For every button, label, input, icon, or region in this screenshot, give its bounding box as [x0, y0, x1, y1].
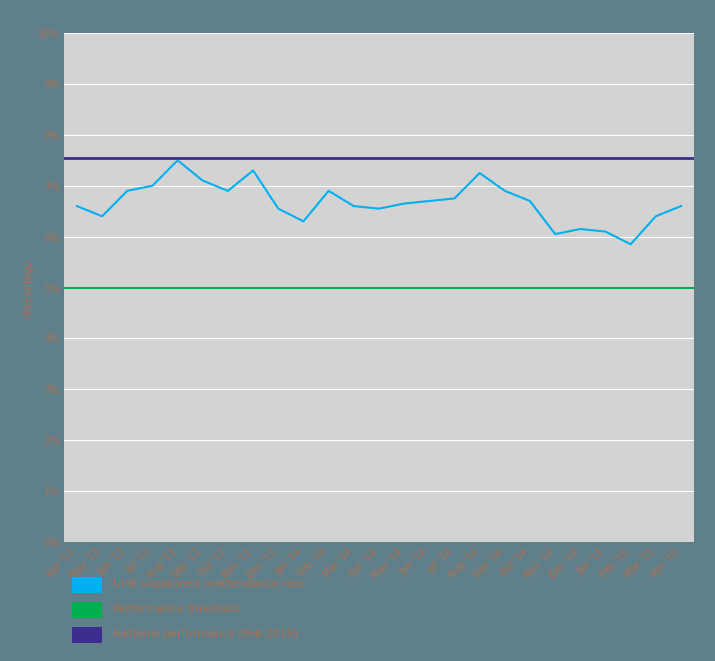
- Text: National performance (Feb 2015): National performance (Feb 2015): [113, 629, 298, 639]
- Text: UHB unplanned reattendance rate: UHB unplanned reattendance rate: [113, 579, 305, 589]
- Text: Performance threshold: Performance threshold: [113, 604, 240, 614]
- FancyBboxPatch shape: [72, 602, 102, 618]
- FancyBboxPatch shape: [72, 576, 102, 594]
- FancyBboxPatch shape: [72, 627, 102, 643]
- Y-axis label: Percentage: Percentage: [23, 260, 33, 315]
